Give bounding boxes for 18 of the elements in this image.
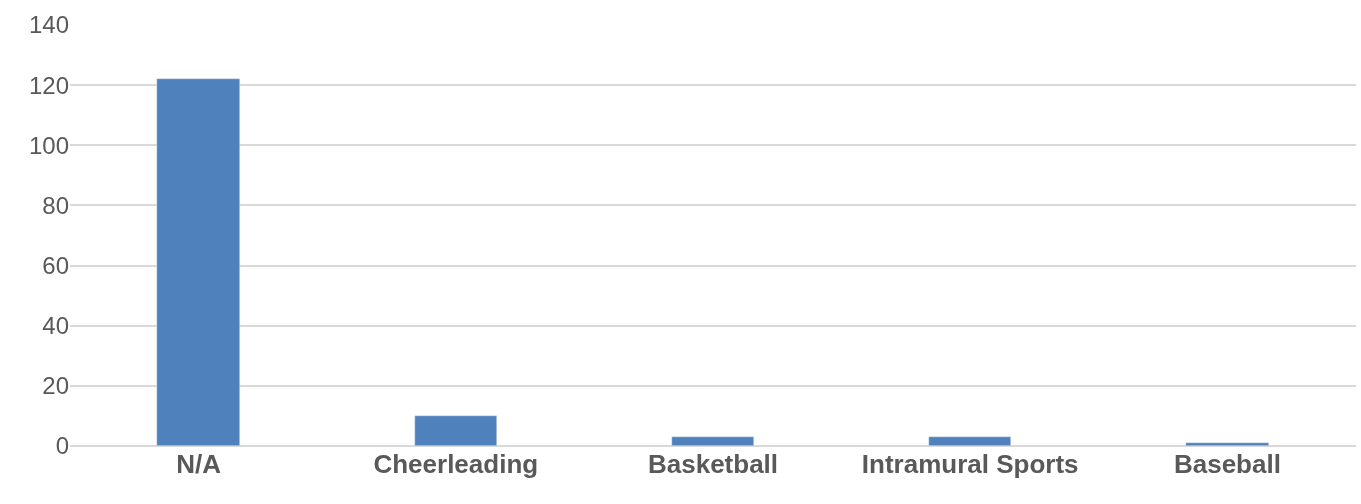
bar (928, 436, 1011, 446)
y-tick-label: 20 (42, 372, 69, 400)
x-tick-label: Intramural Sports (861, 449, 1079, 479)
bar (671, 436, 754, 446)
x-tick-label: Cheerleading (373, 449, 539, 479)
y-tick-label: 40 (42, 312, 69, 340)
x-tick-label: Baseball (1173, 449, 1281, 479)
y-tick-label: 140 (28, 11, 69, 39)
x-tick-label: Basketball (647, 449, 779, 479)
bar (156, 78, 240, 446)
x-tick-label: N/A (176, 449, 222, 479)
y-tick-label: 120 (28, 71, 69, 99)
y-tick-label: 60 (42, 251, 69, 279)
y-tick-label: 0 (55, 432, 69, 460)
bar (1185, 442, 1269, 446)
y-tick-label: 80 (42, 191, 69, 219)
y-tick-label: 100 (28, 131, 69, 159)
bar (414, 415, 497, 446)
